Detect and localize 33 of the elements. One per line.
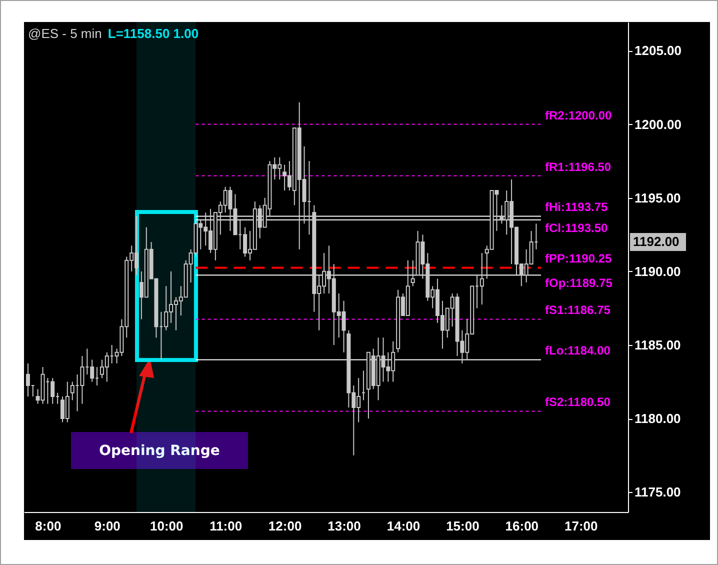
candlestick	[80, 356, 84, 404]
x-tick-label: 16:00	[505, 518, 539, 534]
ref-line-label: fS1:1186.75	[545, 303, 611, 318]
y-tick-label: 1190.00	[634, 264, 681, 279]
callout-box: Opening Range	[71, 432, 248, 469]
x-tick-label: 12:00	[268, 518, 302, 534]
ref-line-label: fR2:1200.00	[545, 108, 612, 122]
candlestick	[410, 260, 415, 287]
y-tick-label: 1205.00	[634, 43, 682, 58]
x-tick-label: 9:00	[94, 518, 120, 534]
y-tick-label: 1185.00	[634, 337, 681, 352]
ref-line-label: fR1:1196.50	[545, 160, 612, 174]
x-tick-label: 11:00	[210, 518, 242, 534]
x-tick-label: 10:00	[150, 518, 184, 534]
ref-line-label: fHi:1193.75	[545, 200, 608, 214]
candlestick	[480, 252, 484, 306]
chart-subtitle: L=1158.50 1.00	[108, 26, 199, 41]
ref-line-label: fCl:1193.50	[545, 220, 608, 235]
chart-title: @ES - 5 min	[28, 26, 102, 41]
ref-line-label: fLo:1184.00	[545, 344, 611, 358]
x-tick-label: 14:00	[386, 518, 420, 534]
ref-line-label: fOp:1189.75	[545, 276, 613, 290]
y-tick-label: 1200.00	[634, 116, 682, 132]
x-tick-label: 8:00	[35, 518, 62, 534]
y-tick-label: 1175.00	[634, 484, 681, 500]
ref-line-label: fPP:1190.25	[545, 252, 612, 266]
y-tick-label: 1195.00	[634, 190, 681, 206]
ref-line-label: fS2:1180.50	[545, 395, 611, 410]
x-tick-label: 17:00	[564, 518, 598, 534]
y-tick-label: 1180.00	[634, 411, 681, 426]
x-tick-label: 13:00	[328, 518, 361, 534]
text: 1192.00	[633, 234, 680, 249]
x-tick-label: 15:00	[446, 518, 480, 534]
